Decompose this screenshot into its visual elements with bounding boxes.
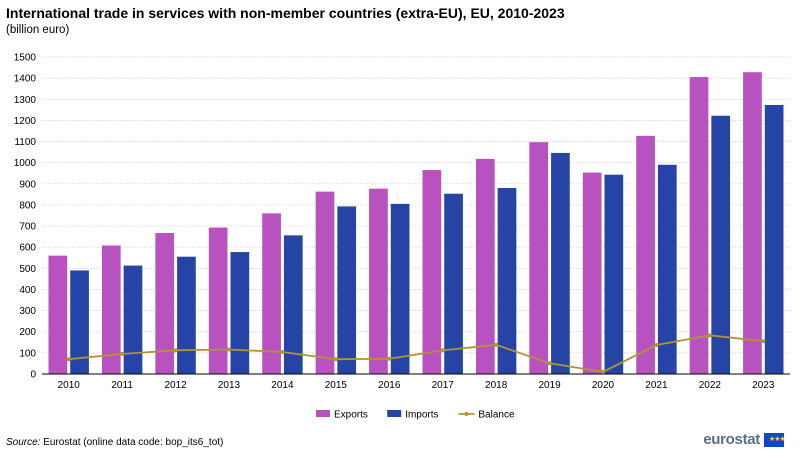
x-tick-label: 2013 xyxy=(218,380,241,391)
y-tick-label: 500 xyxy=(19,264,36,275)
balance-point xyxy=(120,351,125,356)
eu-flag-icon: ★★★ xyxy=(764,433,786,447)
imports-bar xyxy=(657,164,677,374)
y-tick-label: 1500 xyxy=(14,53,37,64)
balance-point xyxy=(227,347,231,352)
y-tick-label: 0 xyxy=(30,370,36,381)
x-tick-label: 2017 xyxy=(432,380,455,391)
balance-point xyxy=(66,357,71,362)
imports-bar xyxy=(764,104,784,375)
balance-point xyxy=(280,350,285,355)
y-tick-label: 1100 xyxy=(14,137,36,148)
exports-bar xyxy=(208,227,228,374)
y-tick-label: 1200 xyxy=(14,116,37,127)
imports-bar xyxy=(283,235,303,374)
imports-bar xyxy=(711,115,731,374)
exports-bar xyxy=(315,191,335,374)
balance-point xyxy=(601,369,605,374)
balance-point xyxy=(494,342,499,347)
balance-point xyxy=(654,343,659,348)
eurostat-logo: eurostat xyxy=(703,431,760,448)
imports-bar xyxy=(444,193,463,374)
imports-bar xyxy=(604,174,624,374)
x-tick-label: 2022 xyxy=(699,380,722,391)
legend-swatch-exports xyxy=(316,410,330,417)
exports-bar xyxy=(529,142,549,374)
legend-label-imports: Imports xyxy=(405,410,438,421)
x-tick-label: 2014 xyxy=(271,380,294,391)
x-tick-label: 2010 xyxy=(58,380,81,391)
legend-label-balance: Balance xyxy=(478,410,515,421)
x-tick-label: 2016 xyxy=(378,380,401,391)
exports-bar xyxy=(369,188,388,374)
exports-bar xyxy=(422,170,442,374)
x-tick-label: 2011 xyxy=(111,380,133,391)
y-tick-label: 1400 xyxy=(14,74,37,85)
source-label: Source: xyxy=(6,437,41,448)
exports-bar xyxy=(475,158,495,374)
y-tick-label: 400 xyxy=(19,285,36,296)
imports-bar xyxy=(390,203,410,374)
exports-bar xyxy=(689,77,709,375)
chart-title: International trade in services with non… xyxy=(6,5,565,21)
y-tick-label: 600 xyxy=(19,243,36,254)
y-tick-label: 1000 xyxy=(14,158,37,169)
balance-point xyxy=(333,357,338,362)
y-tick-label: 300 xyxy=(19,306,36,317)
y-tick-label: 800 xyxy=(19,200,36,211)
source-text: Eurostat (online data code: bop_its6_tot… xyxy=(40,437,224,448)
x-tick-label: 2015 xyxy=(325,380,348,391)
x-tick-label: 2020 xyxy=(592,380,615,391)
chart-subtitle: (billion euro) xyxy=(6,24,70,36)
imports-bar xyxy=(551,152,570,374)
exports-bar xyxy=(155,233,175,374)
balance-point xyxy=(707,333,712,338)
x-tick-label: 2019 xyxy=(538,380,561,391)
balance-point xyxy=(387,356,392,361)
y-tick-label: 1300 xyxy=(14,95,37,106)
x-tick-label: 2018 xyxy=(485,380,508,391)
balance-point xyxy=(547,361,552,366)
y-tick-label: 900 xyxy=(19,179,36,190)
balance-point xyxy=(761,339,766,344)
exports-bar xyxy=(101,245,121,374)
exports-bar xyxy=(48,255,68,374)
y-tick-label: 200 xyxy=(19,327,36,338)
exports-bar xyxy=(262,213,281,374)
legend-label-exports: Exports xyxy=(334,410,368,421)
imports-bar xyxy=(70,270,89,374)
balance-point xyxy=(440,348,445,353)
imports-bar xyxy=(497,188,517,374)
imports-bar xyxy=(123,265,143,374)
imports-bar xyxy=(177,256,196,374)
x-tick-label: 2021 xyxy=(645,380,668,391)
imports-bar xyxy=(230,252,250,374)
x-tick-label: 2023 xyxy=(752,380,775,391)
balance-line xyxy=(68,334,764,373)
legend-swatch-imports xyxy=(387,410,402,417)
y-tick-label: 700 xyxy=(19,222,36,233)
legend-marker-balance xyxy=(464,412,469,416)
exports-bar xyxy=(582,172,602,374)
exports-bar xyxy=(743,72,762,374)
exports-bar xyxy=(636,135,655,374)
y-tick-label: 100 xyxy=(19,348,36,359)
balance-point xyxy=(173,348,178,353)
source-note: Source: Eurostat (online data code: bop_… xyxy=(6,437,223,448)
x-tick-label: 2012 xyxy=(164,380,187,391)
imports-bar xyxy=(337,206,357,374)
